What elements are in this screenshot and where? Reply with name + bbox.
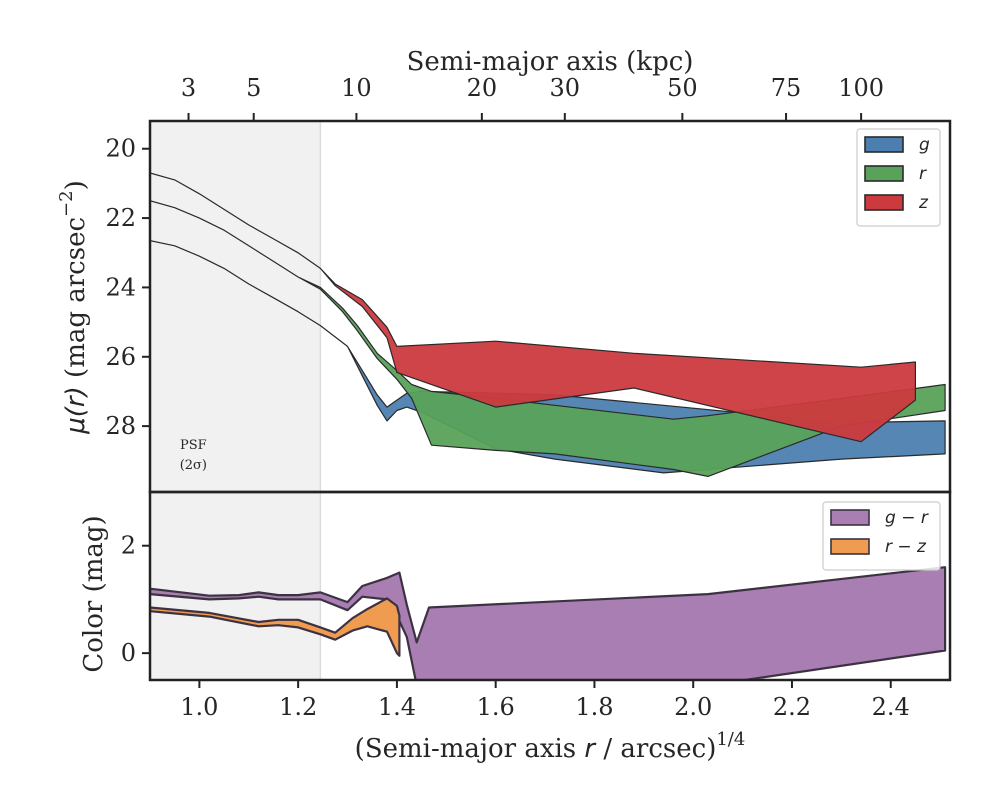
psf-sigma-label: (2σ) bbox=[180, 458, 207, 473]
color-y-axis-title: Color (mag) bbox=[79, 515, 109, 672]
color-band-r-z bbox=[150, 597, 401, 657]
x-tick-label: 2.4 bbox=[872, 693, 910, 721]
legend-label-z: z bbox=[918, 193, 929, 213]
y-tick-label: 20 bbox=[105, 135, 136, 163]
x-tick-label: 1.4 bbox=[378, 693, 416, 721]
legend-label-r-z: r − z bbox=[885, 537, 927, 557]
legend-label-g-r: g − r bbox=[885, 508, 929, 528]
legend-swatch-z bbox=[864, 194, 904, 211]
x-tick-label: 2.0 bbox=[674, 693, 712, 721]
kpc-tick-label: 30 bbox=[550, 74, 581, 102]
psf-region bbox=[150, 121, 321, 680]
color-y-tick-label: 0 bbox=[121, 639, 136, 667]
y-tick-label: 22 bbox=[105, 204, 136, 232]
color-bands bbox=[150, 566, 947, 680]
band-r bbox=[150, 200, 946, 477]
y-tick-label: 24 bbox=[105, 273, 136, 301]
kpc-tick-label: 75 bbox=[771, 74, 802, 102]
kpc-tick-label: 100 bbox=[838, 74, 884, 102]
legend-label-r: r bbox=[919, 164, 927, 184]
kpc-tick-label: 10 bbox=[341, 74, 372, 102]
x-tick-label: 1.0 bbox=[180, 693, 218, 721]
kpc-tick-label: 3 bbox=[181, 74, 196, 102]
color-band-g-r bbox=[150, 566, 947, 680]
top-axis-title: Semi-major axis (kpc) bbox=[407, 47, 694, 77]
legend: grz bbox=[856, 128, 941, 227]
kpc-tick-label: 20 bbox=[467, 74, 498, 102]
legend-swatch-r bbox=[864, 165, 904, 182]
y-axis-title: μ(r) (mag arcsec−2) bbox=[56, 180, 91, 435]
legend-swatch-g-r bbox=[830, 509, 870, 526]
legend-swatch-g bbox=[864, 136, 904, 153]
y-tick-label: 26 bbox=[105, 343, 136, 371]
color-y-tick-label: 2 bbox=[121, 532, 136, 560]
legend-label-g: g bbox=[919, 135, 930, 155]
bottom-panel-frame bbox=[148, 490, 952, 682]
y-tick-label: 28 bbox=[105, 412, 136, 440]
x-tick-label: 1.6 bbox=[477, 693, 515, 721]
x-tick-label: 1.2 bbox=[279, 693, 317, 721]
profile-bands bbox=[150, 172, 946, 477]
kpc-tick-label: 5 bbox=[246, 74, 261, 102]
band-z bbox=[150, 172, 916, 443]
x-tick-label: 2.2 bbox=[773, 693, 811, 721]
x-tick-label: 1.8 bbox=[575, 693, 613, 721]
kpc-tick-label: 50 bbox=[667, 74, 698, 102]
legend: g − r r − z bbox=[822, 501, 941, 571]
x-axis-title: (Semi-major axis r / arcsec)1/4 bbox=[355, 729, 746, 764]
psf-label: PSF bbox=[180, 438, 207, 453]
legend-swatch-r-z bbox=[830, 538, 870, 555]
